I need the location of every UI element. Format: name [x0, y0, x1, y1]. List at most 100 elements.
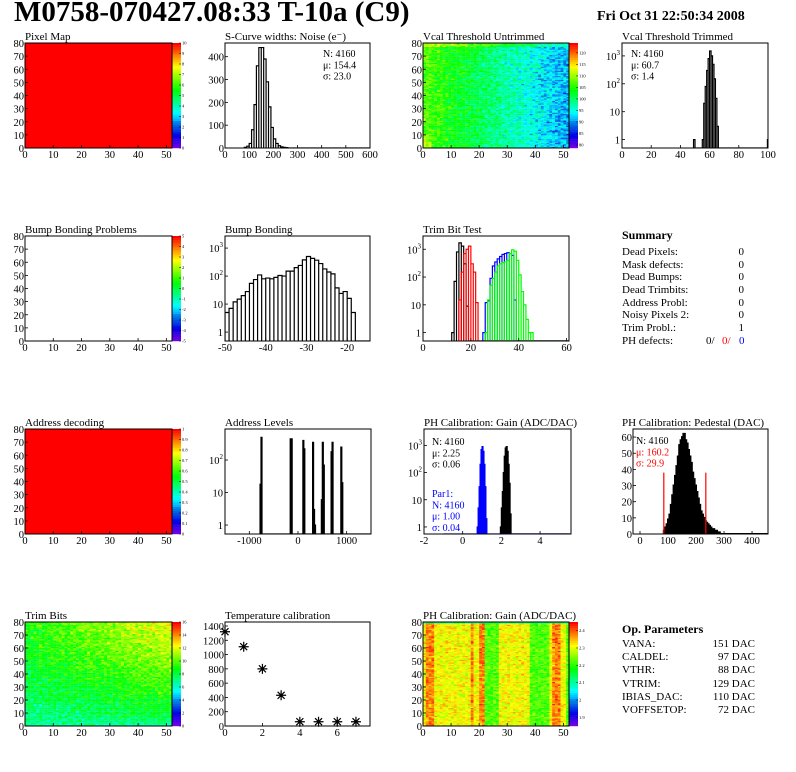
heatmap-cell — [470, 66, 474, 69]
heatmap-cell — [431, 57, 435, 59]
heatmap-cell — [448, 95, 452, 97]
heatmap-cell — [504, 108, 508, 111]
heatmap-cell — [521, 115, 525, 117]
heatmap-cell — [560, 134, 564, 137]
heatmap-cell — [481, 145, 485, 147]
heatmap-cell — [431, 96, 435, 99]
heatmap-cell — [540, 77, 544, 79]
heatmap-cell — [512, 49, 516, 52]
heatmap-cell — [538, 66, 542, 69]
heatmap-cell — [470, 75, 474, 78]
y-tick-label: 80 — [14, 232, 25, 243]
heatmap-cell — [442, 129, 446, 132]
heatmap-cell — [529, 111, 533, 113]
heatmap-cell — [104, 724, 108, 726]
heatmap-cell — [554, 115, 558, 117]
palette-swatch — [172, 122, 181, 126]
heatmap-cell — [428, 98, 432, 100]
heatmap-cell — [92, 722, 96, 724]
heatmap-cell — [493, 86, 497, 88]
heatmap-cell — [515, 62, 519, 65]
heatmap-cell — [439, 111, 443, 113]
heatmap-cell — [445, 52, 449, 54]
heatmap-cell — [453, 60, 457, 62]
heatmap-cell — [453, 96, 457, 99]
heatmap-cell — [445, 78, 449, 80]
heatmap-cell — [504, 86, 508, 88]
heatmap-cell — [484, 53, 488, 55]
heatmap-cell — [473, 138, 477, 141]
heatmap-cell — [462, 106, 466, 108]
heatmap-cell — [510, 129, 513, 132]
heatmap-cell — [479, 115, 483, 117]
heatmap-cell — [476, 106, 480, 108]
heatmap-cell — [425, 107, 429, 109]
heatmap-cell — [566, 116, 569, 118]
heatmap-cell — [106, 723, 110, 725]
heatmap-cell — [504, 46, 508, 49]
heatmap-cell — [445, 87, 449, 90]
heatmap-cell — [484, 111, 488, 113]
heatmap-cell — [566, 130, 569, 133]
heatmap-cell — [496, 144, 499, 146]
heatmap-cell — [431, 81, 435, 83]
heatmap-cell — [75, 723, 79, 725]
heatmap-cell — [445, 103, 449, 105]
heatmap-cell — [481, 81, 485, 83]
heatmap-cell — [451, 119, 455, 121]
heatmap-cell — [515, 144, 519, 146]
heatmap-cell — [431, 56, 435, 58]
x-tick-label: 40 — [513, 343, 524, 354]
heatmap-cell — [434, 141, 438, 143]
heatmap-cell — [524, 134, 528, 137]
heatmap-cell — [44, 720, 48, 723]
heatmap-cell — [529, 134, 533, 137]
heatmap-cell — [459, 43, 463, 45]
heatmap-cell — [473, 100, 477, 103]
heatmap-cell — [493, 108, 497, 111]
heatmap-cell — [434, 115, 438, 117]
heatmap-cell — [479, 46, 483, 49]
heatmap-cell — [467, 145, 471, 147]
heatmap-cell — [501, 136, 505, 138]
heatmap-cell — [467, 138, 471, 141]
heatmap-cell — [521, 102, 525, 104]
x-tick-label: 50 — [161, 150, 172, 161]
palette-swatch — [569, 89, 578, 92]
palette-swatch — [172, 504, 181, 507]
heatmap-cell — [521, 109, 525, 112]
heatmap-cell — [73, 720, 77, 723]
heatmap-cell — [448, 128, 452, 130]
heatmap-cell — [479, 106, 483, 108]
heatmap-cell — [442, 71, 446, 74]
heatmap-cell — [132, 723, 136, 725]
heatmap-cell — [496, 142, 499, 145]
heatmap-cell — [507, 77, 511, 79]
heatmap-cell — [465, 141, 469, 143]
heatmap-cell — [476, 121, 480, 124]
heatmap-cell — [437, 133, 440, 136]
heatmap-cell — [501, 75, 505, 78]
heatmap-cell — [529, 95, 533, 97]
heatmap-cell — [557, 57, 561, 59]
palette-swatch — [172, 317, 181, 321]
heatmap-cell — [563, 70, 567, 73]
heatmap-cell — [487, 43, 491, 45]
heatmap-cell — [445, 79, 449, 82]
x-tick-label: 50 — [558, 150, 569, 161]
heatmap-cell — [476, 94, 480, 96]
palette-tick-label: 5 — [182, 234, 185, 239]
heatmap-cell — [451, 127, 455, 129]
heatmap-cell — [462, 94, 466, 96]
heatmap-cell — [529, 98, 533, 100]
heatmap-cell — [546, 96, 550, 99]
heatmap-cell — [476, 77, 480, 79]
heatmap-cell — [169, 722, 172, 724]
heatmap-cell — [554, 96, 558, 99]
heatmap-cell — [512, 128, 516, 130]
heatmap-cell — [535, 130, 539, 133]
heatmap-cell — [540, 145, 544, 147]
heatmap-cell — [507, 111, 511, 113]
heatmap-cell — [169, 723, 172, 725]
heatmap-cell — [459, 79, 463, 82]
